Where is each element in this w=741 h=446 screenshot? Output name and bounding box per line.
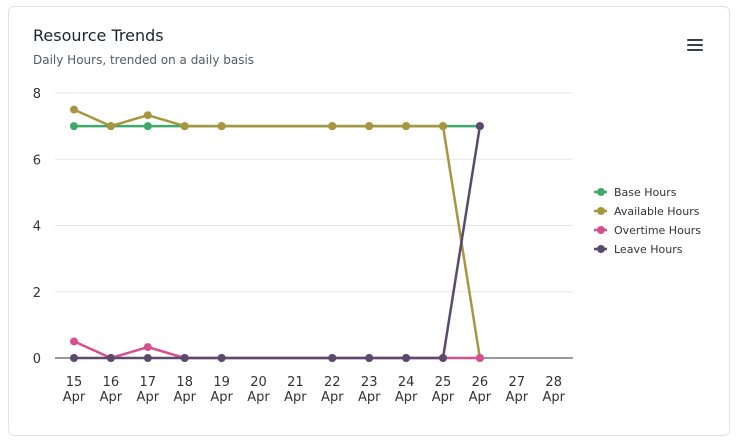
x-tick-label: 25 — [435, 375, 452, 390]
data-point — [402, 354, 411, 362]
x-tick-label: 27 — [509, 375, 526, 390]
legend-label: Base Hours — [614, 186, 677, 199]
y-tick-label: 0 — [33, 352, 41, 367]
data-point — [439, 122, 447, 131]
x-tick-label: Apr — [173, 390, 196, 405]
x-tick-label: Apr — [395, 390, 418, 405]
legend-label: Leave Hours — [614, 243, 683, 256]
data-point — [328, 122, 337, 131]
x-tick-label: 26 — [472, 375, 489, 390]
x-tick-label: Apr — [358, 390, 381, 405]
x-tick-label: Apr — [100, 390, 123, 405]
data-point — [70, 122, 78, 131]
data-point — [70, 337, 78, 346]
legend-label: Available Hours — [614, 205, 700, 218]
legend-swatch-marker — [597, 226, 605, 234]
data-point — [180, 354, 189, 362]
hamburger-menu-icon[interactable] — [687, 39, 703, 51]
x-tick-label: 21 — [287, 375, 304, 390]
data-point — [70, 105, 78, 114]
data-point — [106, 122, 115, 131]
x-tick-label: Apr — [506, 390, 529, 405]
legend-swatch-marker — [597, 207, 605, 215]
x-tick-label: Apr — [63, 390, 86, 405]
x-tick-label: Apr — [542, 390, 565, 405]
x-tick-label: Apr — [284, 390, 307, 405]
y-tick-label: 6 — [33, 153, 41, 168]
chart-card: Resource Trends Daily Hours, trended on … — [8, 6, 730, 436]
data-point — [475, 122, 484, 131]
x-tick-label: Apr — [432, 390, 455, 405]
legend-swatch-marker — [597, 188, 605, 196]
series-line — [73, 108, 482, 359]
data-point — [143, 343, 152, 352]
y-tick-label: 4 — [33, 220, 41, 235]
x-tick-label: 19 — [213, 375, 230, 390]
data-point — [106, 354, 115, 362]
data-point — [217, 122, 226, 131]
data-point — [143, 354, 152, 362]
data-point — [439, 354, 447, 362]
x-tick-label: 28 — [545, 375, 562, 390]
x-tick-label: 17 — [140, 375, 157, 390]
chart-title: Resource Trends — [33, 26, 164, 45]
legend-swatch-marker — [597, 245, 605, 253]
legend-label: Overtime Hours — [614, 224, 701, 237]
x-tick-label: 18 — [176, 375, 193, 390]
x-tick-label: Apr — [469, 390, 492, 405]
x-tick-label: Apr — [210, 390, 233, 405]
x-tick-label: 23 — [361, 375, 378, 390]
data-point — [143, 122, 152, 131]
x-tick-label: Apr — [137, 390, 160, 405]
data-point — [328, 354, 337, 362]
data-point — [402, 122, 411, 131]
data-point — [365, 122, 374, 131]
data-point — [180, 122, 189, 131]
x-tick-label: 20 — [250, 375, 267, 390]
y-tick-label: 8 — [33, 87, 41, 102]
chart-subtitle: Daily Hours, trended on a daily basis — [33, 53, 255, 67]
x-tick-label: 15 — [66, 375, 83, 390]
x-tick-label: 24 — [398, 375, 415, 390]
data-point — [475, 354, 484, 362]
data-point — [217, 354, 226, 362]
x-tick-label: Apr — [247, 390, 270, 405]
data-point — [70, 354, 78, 362]
data-point — [143, 111, 152, 120]
data-point — [365, 354, 374, 362]
x-tick-label: 22 — [324, 375, 341, 390]
series-line — [74, 125, 482, 360]
y-tick-label: 2 — [33, 286, 41, 301]
series-line — [73, 340, 480, 360]
x-tick-label: 16 — [103, 375, 120, 390]
x-tick-label: Apr — [321, 390, 344, 405]
